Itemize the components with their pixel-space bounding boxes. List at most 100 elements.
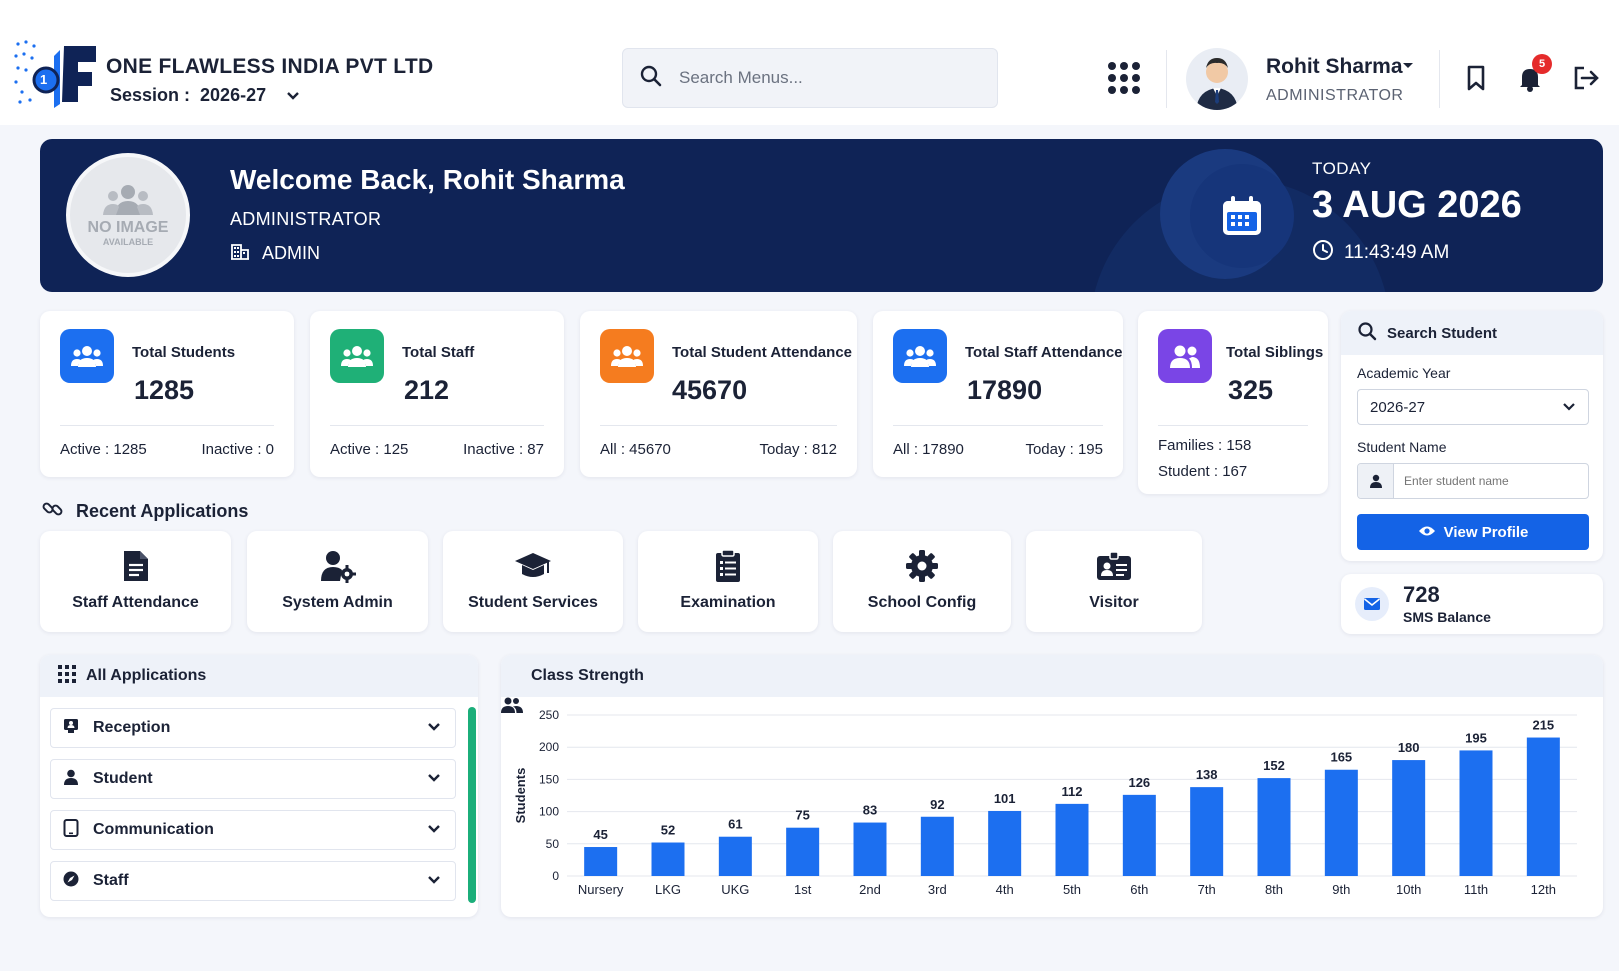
data-label: 126 <box>1128 775 1150 790</box>
banner-role: ADMINISTRATOR <box>230 209 382 229</box>
recent-app-label: School Config <box>867 594 977 611</box>
data-label: 92 <box>930 797 944 812</box>
panel-title: Search Student <box>1387 324 1498 342</box>
recent-app-school-config[interactable]: School Config <box>833 531 1011 632</box>
apps-grid-icon[interactable] <box>1108 62 1140 94</box>
stat-label: Total Siblings <box>1226 344 1324 361</box>
x-tick-label: 6th <box>1130 882 1148 897</box>
stat-detail-left: Active : 1285 <box>60 441 147 458</box>
bell-icon[interactable] <box>1514 62 1546 94</box>
users-icon <box>330 329 384 383</box>
stat-card-total-siblings[interactable]: Total Siblings 325 Families : 158 Studen… <box>1138 311 1328 494</box>
data-label: 101 <box>994 791 1016 806</box>
bar-8th <box>1257 778 1291 876</box>
header-divider <box>1166 50 1167 108</box>
bar-10th <box>1392 760 1426 876</box>
accordion-communication[interactable]: Communication <box>50 810 456 850</box>
eye-icon <box>1418 524 1436 541</box>
data-label: 75 <box>795 808 809 823</box>
recent-app-student-services[interactable]: Student Services <box>443 531 623 632</box>
academic-year-value: 2026-27 <box>1370 398 1426 416</box>
stat-card-total-students[interactable]: Total Students 1285 Active : 1285 Inacti… <box>40 311 294 477</box>
stat-detail-right: Inactive : 0 <box>201 441 274 458</box>
accordion-label: Reception <box>93 719 171 736</box>
envelope-icon <box>1355 587 1389 621</box>
sms-balance-card: 728 SMS Balance <box>1341 574 1603 634</box>
accordion-label: Communication <box>93 821 214 838</box>
accordion-staff[interactable]: Staff <box>50 861 456 901</box>
x-tick-label: 1st <box>794 882 812 897</box>
student-name-label: Student Name <box>1357 439 1447 455</box>
user-icon <box>1358 464 1394 498</box>
scrollbar[interactable] <box>468 707 476 903</box>
x-tick-label: 10th <box>1396 882 1421 897</box>
users-icon <box>600 329 654 383</box>
x-tick-label: 3rd <box>928 882 947 897</box>
bar-7th <box>1190 787 1224 876</box>
y-tick-label: 200 <box>539 740 559 754</box>
all-applications-panel: All Applications Reception Student Commu… <box>40 655 478 917</box>
sms-balance-label: SMS Balance <box>1403 609 1491 625</box>
accordion-student[interactable]: Student <box>50 759 456 799</box>
calendar-icon <box>1223 196 1261 235</box>
stat-detail-left: All : 17890 <box>893 441 964 458</box>
bar-4th <box>988 810 1022 876</box>
banner-department: ADMIN <box>230 242 320 265</box>
recent-app-visitor[interactable]: Visitor <box>1026 531 1202 632</box>
stat-detail-right: Today : 195 <box>1025 441 1103 458</box>
search-input[interactable] <box>679 68 959 88</box>
tablet-icon <box>63 818 79 842</box>
academic-year-select[interactable]: 2026-27 <box>1357 389 1589 425</box>
stat-value: 325 <box>1228 375 1274 405</box>
user-menu-chevron-icon[interactable] <box>1402 58 1414 73</box>
today-label: TODAY <box>1312 159 1372 178</box>
logo-badge-number: 1 <box>40 72 48 87</box>
data-label: 112 <box>1062 784 1083 799</box>
session-selector[interactable]: Session : 2026-27 <box>110 85 300 106</box>
company-name: ONE FLAWLESS INDIA PVT LTD <box>106 55 434 78</box>
user-name[interactable]: Rohit Sharma <box>1266 55 1403 78</box>
data-label: 180 <box>1398 740 1420 755</box>
student-name-field[interactable] <box>1357 463 1589 499</box>
bar-12th <box>1526 737 1560 876</box>
recent-app-examination[interactable]: Examination <box>638 531 818 632</box>
reception-icon <box>63 718 79 739</box>
recent-app-label: Staff Attendance <box>72 594 199 611</box>
search-icon <box>639 64 663 93</box>
divider <box>893 425 1103 426</box>
stat-card-total-staff[interactable]: Total Staff 212 Active : 125 Inactive : … <box>310 311 564 477</box>
profile-placeholder-image: NO IMAGE AVAILABLE <box>66 153 190 277</box>
bar-3rd <box>920 816 954 876</box>
bookmark-icon[interactable] <box>1460 62 1492 94</box>
current-time: 11:43:49 AM <box>1312 239 1449 267</box>
x-tick-label: UKG <box>721 882 749 897</box>
x-tick-label: 2nd <box>859 882 881 897</box>
accordion-reception[interactable]: Reception <box>50 708 456 748</box>
logout-icon[interactable] <box>1570 62 1602 94</box>
welcome-heading: Welcome Back, Rohit Sharma <box>230 164 625 195</box>
panel-header: All Applications <box>40 655 478 697</box>
users-icon <box>60 329 114 383</box>
recent-app-staff-attendance[interactable]: Staff Attendance <box>40 531 231 632</box>
user-gear-icon <box>247 549 428 583</box>
student-name-input[interactable] <box>1394 474 1584 488</box>
stat-detail-families: Families : 158 <box>1158 437 1252 454</box>
stat-label: Total Student Attendance <box>672 344 852 361</box>
x-tick-label: 11th <box>1464 882 1488 897</box>
y-tick-label: 250 <box>539 708 559 722</box>
calendar-badge <box>1190 164 1294 268</box>
avatar[interactable] <box>1186 48 1248 110</box>
data-label: 52 <box>661 823 675 838</box>
stat-card-staff-attendance[interactable]: Total Staff Attendance 17890 All : 17890… <box>873 311 1123 477</box>
users-placeholder-icon <box>103 185 153 215</box>
x-tick-label: 5th <box>1063 882 1081 897</box>
view-profile-button[interactable]: View Profile <box>1357 514 1589 550</box>
stat-card-student-attendance[interactable]: Total Student Attendance 45670 All : 456… <box>580 311 857 477</box>
recent-app-system-admin[interactable]: System Admin <box>247 531 428 632</box>
bar-ukg <box>718 836 752 876</box>
x-tick-label: 7th <box>1198 882 1216 897</box>
search-bar[interactable] <box>622 48 998 108</box>
stat-detail-right: Today : 812 <box>759 441 837 458</box>
grid-icon <box>58 664 76 688</box>
class-strength-chart: 0 50 100 150 200 250 Students 45 Nursery 52 LKG 61 U… <box>513 708 1577 897</box>
